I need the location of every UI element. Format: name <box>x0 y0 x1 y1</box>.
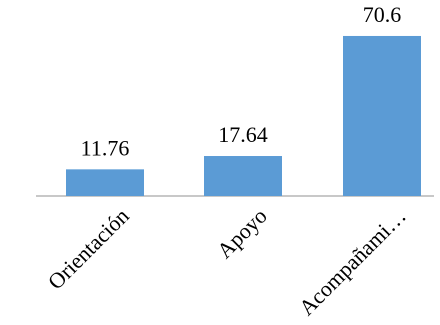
bar-3 <box>343 35 421 197</box>
x-tick-label-2: Apoyo <box>212 203 272 263</box>
data-label-group: 11.76 17.64 70.6 <box>81 2 402 160</box>
x-tick-label-1: Orientación <box>43 203 134 294</box>
bar-1 <box>66 169 144 196</box>
data-label-3: 70.6 <box>363 2 402 27</box>
bar-group <box>66 35 421 197</box>
x-tick-label-3: Acompañami… <box>294 203 411 320</box>
data-label-2: 17.64 <box>218 122 268 147</box>
bar-2 <box>204 156 282 196</box>
data-label-1: 11.76 <box>81 135 130 160</box>
x-tick-label-group: Orientación Apoyo Acompañami… <box>43 203 411 320</box>
